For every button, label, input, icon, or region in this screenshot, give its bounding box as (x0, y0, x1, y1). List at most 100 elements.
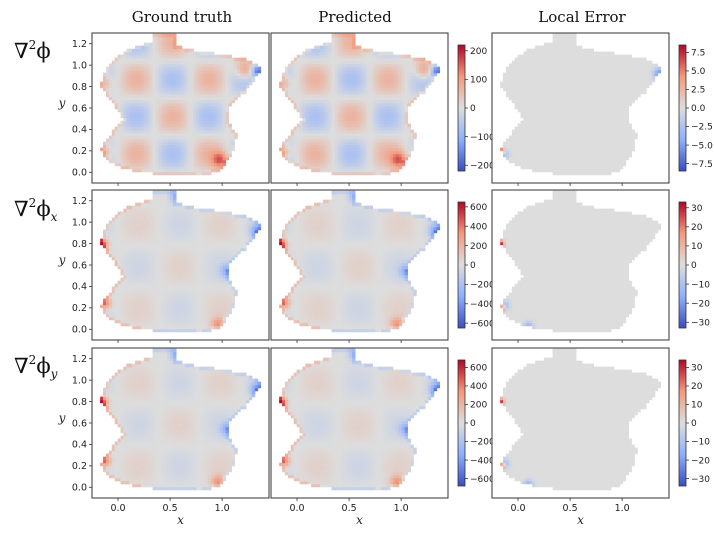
heat-cell (340, 141, 344, 146)
heat-cell (389, 126, 394, 131)
heat-cell (167, 126, 171, 131)
heat-cell (140, 111, 145, 116)
heat-cell (257, 69, 262, 74)
heat-cell (187, 153, 192, 158)
heat-cell (170, 168, 174, 173)
heat-cell (135, 93, 139, 98)
heat-cell (190, 60, 195, 65)
heat-cell (158, 120, 162, 125)
heat-cell (140, 135, 145, 140)
heat-cell (108, 75, 113, 80)
heat-cell (105, 72, 110, 77)
heat-cell (228, 135, 232, 140)
heat-cell (149, 93, 154, 98)
heat-cell (234, 78, 238, 83)
heat-cell (175, 171, 180, 176)
heat-cell (196, 150, 200, 155)
heat-cell (234, 75, 238, 80)
heat-cell (126, 96, 130, 101)
heat-cell (117, 138, 122, 143)
heat-cell (216, 123, 221, 128)
heat-cell (384, 144, 388, 149)
heat-cell (317, 126, 321, 131)
heat-cell (337, 159, 341, 164)
heat-cell (354, 138, 359, 143)
heat-cell (407, 147, 411, 152)
heat-cell (149, 123, 154, 128)
heat-cell (111, 144, 116, 149)
heat-cell (254, 63, 259, 68)
heat-cell (389, 150, 394, 155)
heat-cell (360, 144, 365, 149)
heat-cell (190, 120, 195, 125)
heat-cell (178, 69, 183, 74)
heat-cell (207, 69, 212, 74)
heat-cell (219, 102, 224, 107)
heat-cell (222, 162, 227, 167)
heat-cell (225, 102, 229, 107)
heat-cell (395, 150, 400, 155)
heat-cell (132, 54, 136, 59)
heat-cell (161, 114, 165, 119)
heat-cell (117, 81, 122, 86)
heat-cell (287, 141, 292, 146)
heat-cell (349, 168, 353, 173)
heat-cell (161, 54, 165, 59)
heat-cell (334, 135, 339, 140)
heat-cell (205, 57, 209, 62)
heat-cell (167, 48, 171, 53)
heat-cell (334, 126, 339, 131)
heat-cell (117, 126, 122, 131)
heat-cell (305, 165, 309, 170)
heat-cell (155, 81, 160, 86)
heat-cell (202, 84, 206, 89)
heat-cell (196, 135, 200, 140)
heat-cell (340, 168, 344, 173)
heat-cell (352, 162, 356, 167)
heat-cell (322, 141, 327, 146)
heat-cell (225, 99, 229, 104)
heat-cell (207, 159, 212, 164)
heat-cell (129, 123, 133, 128)
heat-cell (167, 96, 171, 101)
heat-cell (129, 162, 133, 167)
heat-cell (178, 93, 183, 98)
heat-cell (138, 96, 142, 101)
heat-cell (132, 117, 136, 122)
heat-cell (190, 108, 195, 113)
heat-cell (143, 87, 148, 92)
heat-cell (149, 96, 154, 101)
heat-cell (114, 102, 119, 107)
heat-cell (325, 156, 330, 161)
heat-cell (164, 78, 168, 83)
heat-cell (346, 153, 350, 158)
heat-cell (343, 153, 347, 158)
heat-cell (205, 138, 209, 143)
heat-cell (167, 81, 171, 86)
heat-cell (216, 135, 221, 140)
heat-cell (178, 63, 183, 68)
heat-cell (196, 147, 200, 152)
heat-cell (117, 57, 122, 62)
heat-cell (311, 129, 315, 134)
heat-cell (325, 123, 330, 128)
heat-cell (120, 147, 125, 152)
heat-cell (328, 162, 333, 167)
heat-cell (138, 93, 142, 98)
heat-cell (395, 168, 400, 173)
heat-cell (386, 138, 391, 143)
heat-cell (181, 87, 186, 92)
heat-cell (164, 147, 168, 152)
heat-cell (334, 132, 339, 137)
heat-cell (170, 45, 174, 50)
heat-cell (213, 99, 218, 104)
heat-cell (149, 126, 154, 131)
y-tick-label: 1.2 (72, 39, 87, 50)
heat-cell (389, 144, 394, 149)
heat-cell (178, 144, 183, 149)
heat-cell (219, 159, 224, 164)
heat-cell (311, 135, 315, 140)
row-label-laplacian-phi-x: ∇2ϕx (14, 196, 58, 224)
heat-cell (375, 159, 379, 164)
heat-cell (314, 150, 318, 155)
